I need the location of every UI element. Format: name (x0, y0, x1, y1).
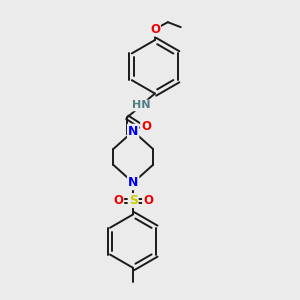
Text: O: O (143, 194, 153, 207)
Text: S: S (129, 194, 138, 207)
Text: O: O (113, 194, 123, 207)
Text: HN: HN (132, 100, 150, 110)
Text: N: N (128, 125, 138, 138)
Text: N: N (128, 176, 138, 189)
Text: O: O (150, 22, 160, 36)
Text: O: O (141, 120, 151, 133)
